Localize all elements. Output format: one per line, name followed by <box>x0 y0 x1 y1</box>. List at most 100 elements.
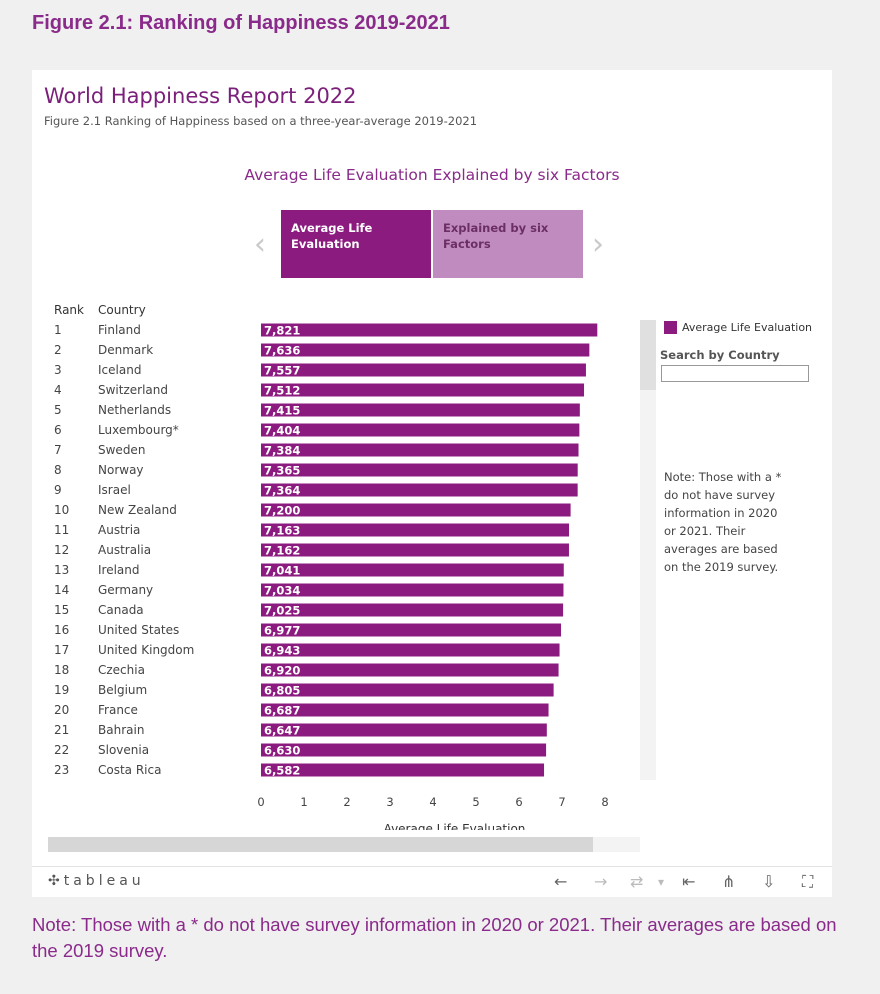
bar-value-label: 7,364 <box>264 484 300 498</box>
country-label: Ireland <box>98 563 140 577</box>
bar-value-label: 7,025 <box>264 604 300 618</box>
bar-value-label: 6,582 <box>264 764 300 778</box>
rank-label: 13 <box>54 563 69 577</box>
bar-value-label: 7,162 <box>264 544 300 558</box>
x-tick-label: 5 <box>472 795 479 809</box>
bar <box>261 543 569 557</box>
share-icon[interactable]: ⋔ <box>722 872 736 891</box>
tab-average-life-evaluation[interactable]: Average Life Evaluation <box>281 210 431 278</box>
side-note: Note: Those with a * do not have survey … <box>664 470 782 574</box>
rank-label: 23 <box>54 763 69 777</box>
rank-label: 2 <box>54 343 62 357</box>
bar <box>261 443 579 457</box>
rank-label: 16 <box>54 623 69 637</box>
first-page-icon[interactable]: ⇤ <box>682 872 696 891</box>
bar-chart: Rank Country 1 Finland 7,821 2 Denmark 7,636 3 Ic… <box>54 303 609 830</box>
rank-label: 21 <box>54 723 69 737</box>
bar-value-label: 6,920 <box>264 664 300 678</box>
bar-value-label: 6,687 <box>264 704 300 718</box>
country-label: Austria <box>98 523 140 537</box>
legend-swatch <box>664 321 677 334</box>
prev-arrow-icon[interactable]: ‹ <box>254 227 266 262</box>
country-header: Country <box>98 303 146 317</box>
x-tick-label: 0 <box>257 795 264 809</box>
rank-label: 17 <box>54 643 69 657</box>
rank-label: 10 <box>54 503 69 517</box>
vertical-scrollbar-thumb[interactable] <box>640 320 656 390</box>
redo-icon[interactable]: → <box>594 872 608 891</box>
vertical-scrollbar-track[interactable] <box>640 320 656 780</box>
country-label: Denmark <box>98 343 153 357</box>
bar-value-label: 7,821 <box>264 324 300 338</box>
rank-header: Rank <box>54 303 84 317</box>
horizontal-scrollbar-thumb[interactable] <box>48 837 593 852</box>
rank-label: 19 <box>54 683 69 697</box>
bar-value-label: 7,200 <box>264 504 300 518</box>
section-title: Average Life Evaluation Explained by six… <box>244 166 620 184</box>
rank-label: 22 <box>54 743 69 757</box>
rank-label: 7 <box>54 443 62 457</box>
bar-value-label: 7,557 <box>264 364 300 378</box>
fullscreen-icon[interactable]: ⛶ <box>802 872 814 891</box>
search-label: Search by Country <box>660 348 780 362</box>
rank-label: 8 <box>54 463 62 477</box>
tableau-viz: World Happiness Report 2022 Figure 2.1 R… <box>32 70 832 897</box>
country-label: Israel <box>98 483 131 497</box>
x-axis-label: Average Life Evaluation <box>384 822 526 830</box>
bar <box>261 603 564 617</box>
country-label: Belgium <box>98 683 147 697</box>
bar <box>261 643 560 657</box>
rank-label: 15 <box>54 603 69 617</box>
x-tick-label: 4 <box>429 795 436 809</box>
country-label: Iceland <box>98 363 141 377</box>
country-label: United States <box>98 623 179 637</box>
rank-label: 5 <box>54 403 62 417</box>
undo-icon[interactable]: ← <box>554 872 568 891</box>
rank-label: 18 <box>54 663 69 677</box>
download-icon[interactable]: ⇩ <box>762 872 776 891</box>
country-label: Australia <box>98 543 151 557</box>
country-label: Costa Rica <box>98 763 161 777</box>
bar <box>261 363 586 377</box>
bar <box>261 343 590 357</box>
country-label: Netherlands <box>98 403 171 417</box>
bar-value-label: 7,365 <box>264 464 300 478</box>
tableau-logo[interactable]: ✣tableau <box>48 873 145 889</box>
bar <box>261 463 578 477</box>
tab-explained-by-six-factors[interactable]: Explained by six Factors <box>433 210 583 278</box>
country-label: Bahrain <box>98 723 144 737</box>
bar-value-label: 7,041 <box>264 564 300 578</box>
next-arrow-icon[interactable]: › <box>592 227 604 262</box>
x-tick-label: 3 <box>386 795 393 809</box>
bar <box>261 583 564 597</box>
bar-value-label: 6,943 <box>264 644 300 658</box>
x-tick-label: 6 <box>515 795 522 809</box>
figure-title: Figure 2.1: Ranking of Happiness 2019-20… <box>32 12 450 34</box>
country-label: Sweden <box>98 443 145 457</box>
bar <box>261 483 578 497</box>
country-label: Luxembourg* <box>98 423 179 437</box>
rank-label: 20 <box>54 703 69 717</box>
bottom-note: Note: Those with a * do not have survey … <box>32 914 837 961</box>
country-label: United Kingdom <box>98 643 194 657</box>
chevron-down-icon[interactable]: ▾ <box>658 875 665 889</box>
country-label: Germany <box>98 583 153 597</box>
rank-label: 12 <box>54 543 69 557</box>
bar <box>261 563 564 577</box>
revert-icon[interactable]: ⇄ <box>630 872 644 891</box>
bar <box>261 623 562 637</box>
bar <box>261 403 580 417</box>
bar-value-label: 7,636 <box>264 344 300 358</box>
bar-value-label: 6,805 <box>264 684 300 698</box>
bar <box>261 323 598 337</box>
search-country-input[interactable] <box>661 365 809 382</box>
rank-label: 9 <box>54 483 62 497</box>
x-tick-label: 1 <box>300 795 307 809</box>
rank-label: 11 <box>54 523 69 537</box>
country-label: Switzerland <box>98 383 168 397</box>
country-label: New Zealand <box>98 503 177 517</box>
country-label: Finland <box>98 323 141 337</box>
bar <box>261 763 545 777</box>
country-label: Slovenia <box>98 743 149 757</box>
rank-label: 4 <box>54 383 62 397</box>
